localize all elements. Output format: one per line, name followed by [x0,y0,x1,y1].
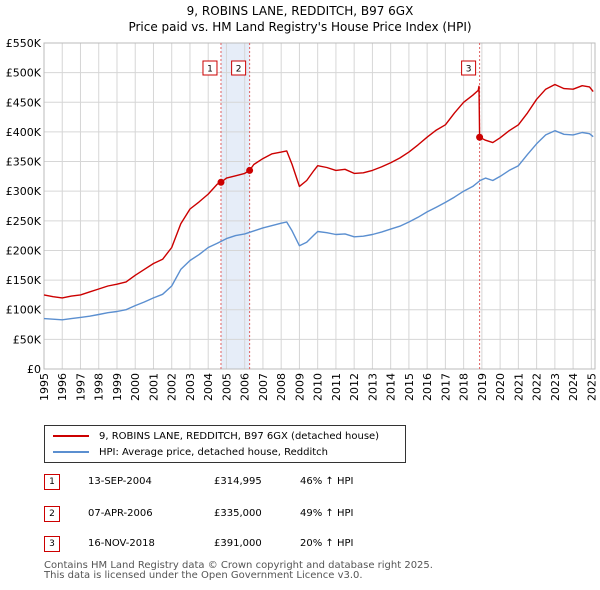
y-tick-label: £0 [27,363,41,376]
y-tick-label: £350K [6,156,42,169]
x-tick-label: 2020 [494,373,507,401]
x-tick-label: 2010 [312,373,325,401]
legend-label-hpi: HPI: Average price, detached house, Redd… [99,446,328,458]
sale-marker: 1 [44,474,60,490]
x-tick-label: 2011 [330,373,343,401]
y-tick-label: £550K [6,37,42,50]
x-tick-label: 2025 [585,373,598,401]
sale-point [476,133,484,141]
chart-subtitle: Price paid vs. HM Land Registry's House … [128,20,472,34]
chart-title: 9, ROBINS LANE, REDDITCH, B97 6GX [186,4,414,18]
legend-swatch-hpi [53,451,89,453]
sale-number-box [231,60,247,76]
sale-price: £314,995 [214,476,262,487]
y-tick-label: £150K [6,274,42,287]
y-tick-label: £200K [6,244,42,257]
chart-legend: 9, ROBINS LANE, REDDITCH, B97 6GX (detac… [44,425,406,463]
x-tick-label: 2021 [512,373,525,401]
x-tick-label: 2000 [129,373,142,401]
x-tick-label: 1997 [74,373,87,401]
table-row: 3 16-NOV-2018 £391,000 20% ↑ HPI [44,536,464,552]
x-tick-label: 2018 [458,373,471,401]
x-tick-label: 2023 [549,373,562,401]
x-tick-label: 2012 [348,373,361,401]
plot-border [43,42,596,370]
sale-period-band [220,43,250,369]
sale-number-label: 1 [207,65,213,75]
x-tick-label: 2015 [403,373,416,401]
footer-licence: This data is licensed under the Open Gov… [44,570,363,581]
x-tick-label: 2008 [275,373,288,401]
series-line-property [43,83,594,299]
x-tick-label: 2006 [239,373,252,401]
y-tick-label: £300K [6,185,42,198]
x-tick-label: 2022 [531,373,544,401]
series-line-hpi [43,130,594,321]
sale-point [246,166,254,174]
x-tick-label: 2014 [385,373,398,401]
table-row: 1 13-SEP-2004 £314,995 46% ↑ HPI [44,474,464,490]
sale-marker: 2 [44,506,60,522]
legend-item-hpi: HPI: Average price, detached house, Redd… [53,445,328,459]
y-tick-label: £50K [13,333,42,346]
y-tick-label: £450K [6,96,42,109]
x-tick-label: 1996 [56,373,69,401]
x-tick-label: 2007 [257,373,270,401]
x-tick-label: 2024 [567,373,580,401]
legend-swatch-property [53,435,89,437]
x-tick-label: 1999 [111,373,124,401]
sale-marker: 3 [44,536,60,552]
y-tick-label: £100K [6,304,42,317]
sale-hpi-change: 46% ↑ HPI [300,476,354,487]
sale-price: £391,000 [214,538,262,549]
x-tick-label: 2003 [184,373,197,401]
sale-number-label: 2 [236,65,242,75]
sale-date: 07-APR-2006 [88,508,153,519]
footer-copyright: Contains HM Land Registry data © Crown c… [44,560,433,571]
footer: Contains HM Land Registry data © Crown c… [44,561,433,581]
sale-point [217,178,225,186]
sale-price: £335,000 [214,508,262,519]
sale-hpi-change: 49% ↑ HPI [300,508,354,519]
y-tick-label: £500K [6,67,42,80]
x-tick-label: 2001 [147,373,160,401]
legend-label-property: 9, ROBINS LANE, REDDITCH, B97 6GX (detac… [99,430,380,442]
x-tick-label: 2016 [421,373,434,401]
sale-number-label: 3 [466,65,472,75]
sale-number-box [461,60,477,76]
x-tick-label: 2017 [439,373,452,401]
sale-date: 13-SEP-2004 [88,476,152,487]
sale-hpi-change: 20% ↑ HPI [300,538,354,549]
x-tick-label: 1998 [93,373,106,401]
table-row: 2 07-APR-2006 £335,000 49% ↑ HPI [44,506,464,522]
x-tick-label: 2013 [366,373,379,401]
x-tick-label: 2019 [476,373,489,401]
x-tick-label: 2004 [202,373,215,401]
y-tick-label: £250K [6,215,42,228]
sale-number-box [202,60,218,76]
x-tick-label: 2005 [220,373,233,401]
price-chart: £0 £50K £100K £150K £200K £250K £300K £350K £400… [6,37,599,401]
sale-date: 16-NOV-2018 [88,538,155,549]
x-tick-label: 2002 [166,373,179,401]
plot-area [44,43,595,369]
legend-item-property: 9, ROBINS LANE, REDDITCH, B97 6GX (detac… [53,429,379,443]
y-tick-label: £400K [6,126,42,139]
x-tick-label: 1995 [38,373,51,401]
x-tick-label: 2009 [293,373,306,401]
